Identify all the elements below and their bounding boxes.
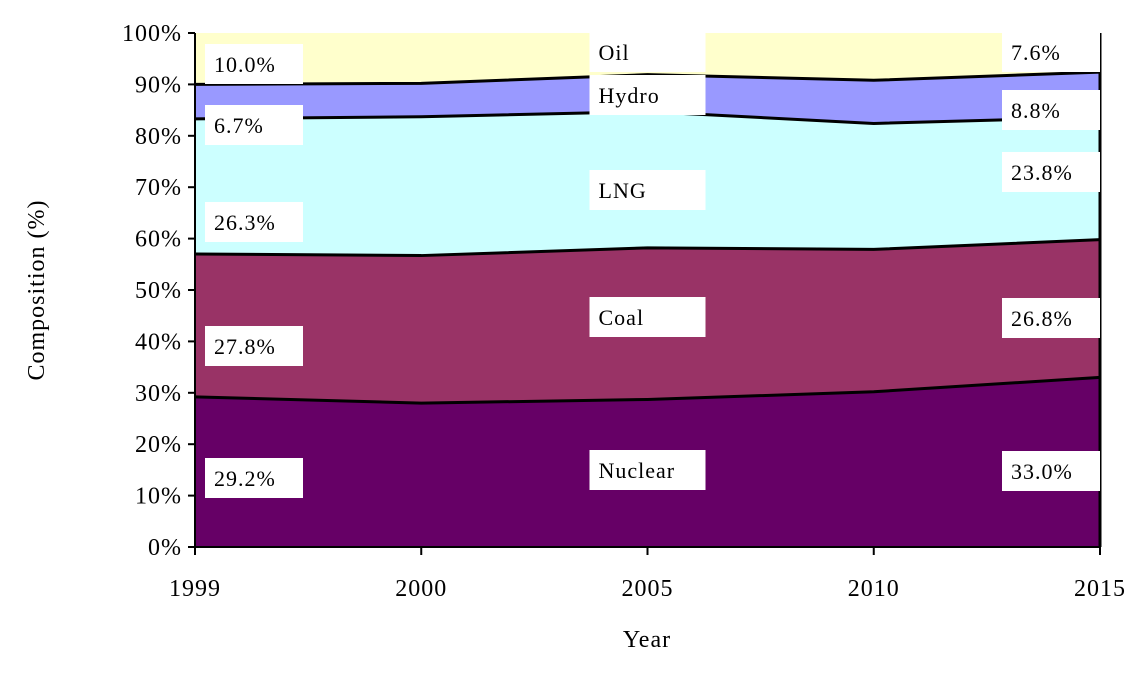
series-label-lng-box — [589, 170, 706, 210]
value-label-hydro-1999-box — [205, 105, 303, 145]
value-label-hydro-2015-box — [1002, 90, 1100, 130]
x-tick-label: 2015 — [1074, 576, 1126, 602]
y-tick-label: 90% — [135, 72, 182, 98]
x-tick-label: 2005 — [622, 576, 674, 602]
y-tick-label: 0% — [148, 535, 182, 561]
x-tick-label: 2000 — [395, 576, 447, 602]
y-tick-label: 30% — [135, 381, 182, 407]
value-label-lng-2015-box — [1002, 152, 1100, 192]
x-tick-label: 2010 — [848, 576, 900, 602]
series-label-coal: Coal — [599, 305, 645, 330]
value-label-nuclear-2015-box — [1002, 451, 1100, 491]
labels-layer: Nuclear Coal LNG Hydro Oil 29.2% 27.8% 26.3% 6.7… — [205, 32, 1100, 498]
series-label-hydro: Hydro — [599, 83, 660, 108]
value-label-nuclear-1999-box — [205, 458, 303, 498]
value-label-coal-2015: 26.8% — [1011, 306, 1073, 331]
boundary-line-hydro — [194, 70, 1101, 86]
x-tick-label: 1999 — [169, 576, 221, 602]
y-axis-title: Composition (%) — [24, 200, 50, 381]
value-label-hydro-1999: 6.7% — [214, 113, 264, 138]
series-label-lng: LNG — [599, 178, 647, 203]
y-tick-label: 80% — [135, 124, 182, 150]
y-tick-label: 60% — [135, 227, 182, 253]
boundaries-layer — [194, 70, 1101, 405]
value-label-hydro-2015: 8.8% — [1011, 98, 1061, 123]
value-label-coal-1999: 27.8% — [214, 334, 276, 359]
series-label-nuclear: Nuclear — [599, 458, 676, 483]
series-label-hydro-box — [589, 75, 706, 115]
series-label-coal-box — [589, 297, 706, 337]
frame-layer: 0% 10% 20% 30% 40% 50% 60% 70% 80% 90% 100% 1999 200… — [122, 21, 1126, 602]
value-label-coal-1999-box — [205, 326, 303, 366]
series-label-nuclear-box — [589, 450, 706, 490]
value-label-nuclear-2015: 33.0% — [1011, 459, 1073, 484]
y-tick-label: 40% — [135, 329, 182, 355]
value-label-lng-2015: 23.8% — [1011, 160, 1073, 185]
boundary-line-nuclear — [194, 375, 1101, 405]
series-label-oil-box — [589, 32, 706, 72]
y-tick-label: 70% — [135, 175, 182, 201]
boundary-line-coal — [194, 238, 1101, 258]
value-label-oil-2015: 7.6% — [1011, 40, 1061, 65]
x-axis-title: Year — [623, 627, 671, 653]
y-tick-label: 100% — [122, 21, 182, 47]
y-tick-label: 20% — [135, 432, 182, 458]
value-label-oil-2015-box — [1002, 32, 1100, 72]
value-label-oil-1999-box — [205, 44, 303, 84]
y-tick-label: 50% — [135, 278, 182, 304]
value-label-nuclear-1999: 29.2% — [214, 466, 276, 491]
value-label-lng-1999: 26.3% — [214, 210, 276, 235]
value-label-coal-2015-box — [1002, 298, 1100, 338]
value-label-lng-1999-box — [205, 202, 303, 242]
value-label-oil-1999: 10.0% — [214, 52, 276, 77]
y-tick-label: 10% — [135, 484, 182, 510]
series-label-oil: Oil — [599, 40, 630, 65]
